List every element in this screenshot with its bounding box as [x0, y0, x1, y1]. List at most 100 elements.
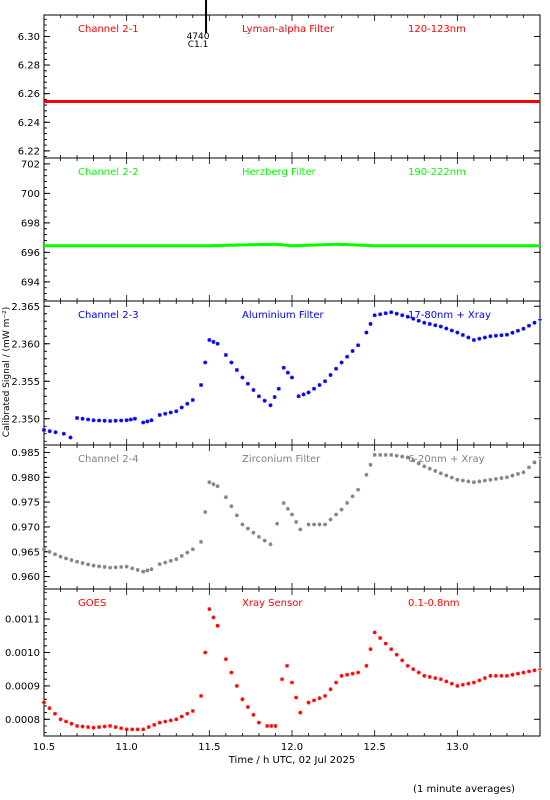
data-point: [416, 461, 421, 466]
data-point: [394, 652, 399, 657]
data-point: [438, 324, 443, 329]
y-tick-label: 0.980: [11, 473, 40, 484]
data-point: [405, 663, 410, 668]
data-point: [179, 714, 184, 719]
data-point: [53, 430, 58, 435]
data-point: [179, 405, 184, 410]
data-point: [86, 562, 91, 567]
data-point: [400, 454, 405, 459]
data-point: [128, 417, 133, 422]
data-point: [422, 464, 427, 469]
data-point: [113, 418, 118, 423]
data-point: [364, 663, 369, 668]
data-point: [477, 336, 482, 341]
data-point: [185, 711, 190, 716]
data-point: [141, 420, 146, 425]
data-point: [466, 681, 471, 686]
data-point: [455, 683, 460, 688]
y-axis-label: Calibrated Signal / (mW m⁻²): [2, 307, 12, 437]
data-point: [400, 658, 405, 663]
x-tick-label: 12.0: [281, 742, 303, 753]
data-point: [168, 410, 173, 415]
data-point: [298, 527, 303, 532]
panel-2: 694 696 698 700 702 Channel 2-2 Herzberg Filte…: [21, 157, 541, 302]
y-tick-label: 0.960: [11, 572, 40, 583]
data-point: [86, 417, 91, 422]
data-point: [58, 717, 63, 722]
data-point: [372, 452, 377, 457]
data-point: [229, 670, 234, 675]
data-point: [411, 667, 416, 672]
data-point: [185, 401, 190, 406]
data-point: [130, 727, 135, 732]
data-point: [323, 693, 328, 698]
data-point: [281, 365, 286, 370]
data-point: [69, 558, 74, 563]
data-point: [356, 343, 361, 348]
data-point: [256, 720, 261, 725]
data-point: [433, 323, 438, 328]
data-point: [124, 727, 129, 732]
data-point: [427, 466, 432, 471]
data-point: [223, 353, 228, 357]
data-point: [334, 366, 339, 371]
data-point: [471, 338, 476, 342]
data-point: [135, 727, 140, 732]
data-point: [422, 673, 427, 678]
data-point: [328, 517, 333, 522]
data-point: [372, 630, 377, 635]
panel-filter: Zirconium Filter: [242, 454, 321, 465]
y-tick-label: 6.30: [18, 32, 40, 43]
data-point: [438, 677, 443, 682]
data-point: [190, 398, 195, 402]
panel-frame: [43, 14, 541, 159]
data-point: [493, 476, 498, 481]
data-point: [515, 328, 520, 333]
data-point: [141, 569, 146, 574]
panel-frame: [43, 588, 541, 737]
data-point: [477, 479, 482, 484]
data-point: [455, 477, 460, 482]
data-point: [444, 473, 449, 478]
data-point: [345, 500, 350, 505]
data-point: [119, 564, 124, 569]
data-point: [97, 725, 102, 730]
data-point: [199, 539, 204, 544]
data-point: [234, 513, 239, 518]
panel-title: Channel 2-1: [78, 24, 139, 35]
data-point: [157, 562, 162, 567]
data-point: [146, 725, 151, 730]
data-point: [190, 547, 195, 552]
data-point: [80, 561, 85, 566]
y-tick-label: 0.985: [11, 448, 40, 459]
data-point: [294, 519, 299, 524]
series-markers: [42, 310, 542, 440]
series-markers: [42, 452, 542, 574]
data-point: [268, 403, 273, 408]
y-tick-label: 700: [21, 189, 40, 200]
data-point: [334, 680, 339, 685]
data-point: [538, 455, 542, 460]
data-point: [163, 411, 168, 416]
data-point: [521, 326, 526, 331]
panel-5: 0.0008 0.0009 0.0010 0.0011 GOES Xray Sensor 0…: [5, 588, 542, 737]
data-point: [256, 534, 261, 539]
data-point: [323, 522, 328, 527]
data-point: [521, 470, 526, 475]
data-point: [350, 349, 355, 353]
y-tick-label: 2.350: [11, 414, 40, 425]
data-point: [285, 370, 290, 375]
data-point: [301, 392, 306, 397]
data-point: [149, 418, 154, 423]
data-point: [306, 390, 311, 395]
data-point: [265, 723, 270, 728]
data-point: [108, 565, 113, 570]
data-point: [488, 334, 493, 339]
y-tick-label: 0.965: [11, 547, 40, 558]
data-point: [515, 671, 520, 676]
data-point: [306, 700, 311, 705]
panel-band: 120-123nm: [408, 24, 466, 35]
data-point: [97, 418, 102, 423]
data-point: [262, 398, 267, 403]
